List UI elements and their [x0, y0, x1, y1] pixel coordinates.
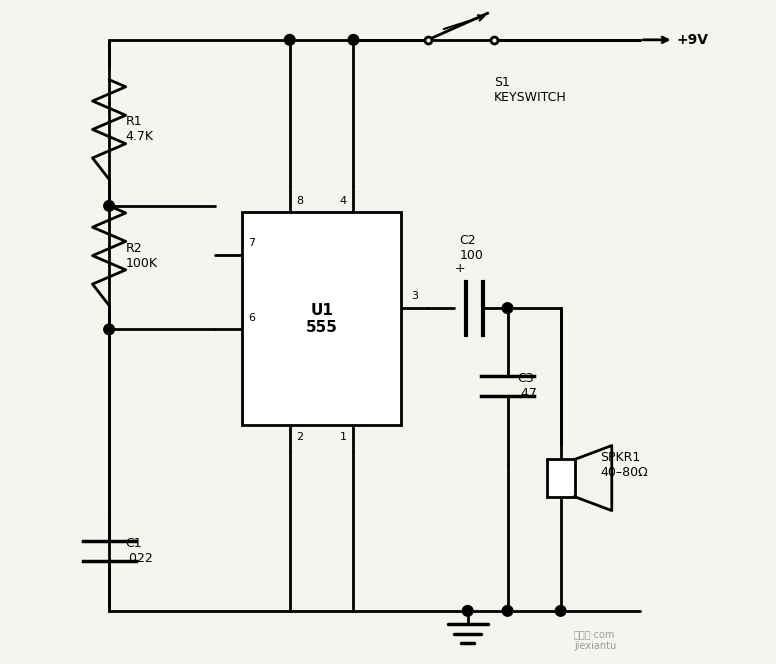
- Circle shape: [502, 606, 513, 616]
- Text: S1
KEYSWITCH: S1 KEYSWITCH: [494, 76, 567, 104]
- Text: 8: 8: [296, 196, 303, 206]
- Text: +: +: [455, 262, 465, 275]
- Circle shape: [285, 35, 295, 45]
- Text: C3
.47: C3 .47: [518, 373, 537, 400]
- Text: 1: 1: [340, 432, 347, 442]
- Text: C1
.022: C1 .022: [126, 537, 154, 565]
- Text: C2
100: C2 100: [459, 234, 483, 262]
- Text: +9V: +9V: [677, 33, 708, 47]
- Text: R1
4.7K: R1 4.7K: [126, 116, 154, 143]
- Text: 3: 3: [411, 291, 418, 301]
- Bar: [547, 459, 574, 497]
- Text: 杭州将睿科技有限公司: 杭州将睿科技有限公司: [276, 343, 393, 361]
- Text: 接线图·com
jiexiantu: 接线图·com jiexiantu: [574, 629, 616, 651]
- Text: R2
100K: R2 100K: [126, 242, 158, 270]
- Text: 4: 4: [340, 196, 347, 206]
- Circle shape: [556, 606, 566, 616]
- Circle shape: [104, 324, 114, 335]
- Circle shape: [104, 201, 114, 211]
- Bar: [242, 212, 401, 425]
- Circle shape: [502, 303, 513, 313]
- Text: 6: 6: [248, 313, 255, 323]
- Text: U1
555: U1 555: [306, 303, 338, 335]
- Text: SPKR1
40–80Ω: SPKR1 40–80Ω: [601, 451, 648, 479]
- Circle shape: [462, 606, 473, 616]
- Text: 7: 7: [248, 238, 255, 248]
- Circle shape: [348, 35, 359, 45]
- Text: 2: 2: [296, 432, 303, 442]
